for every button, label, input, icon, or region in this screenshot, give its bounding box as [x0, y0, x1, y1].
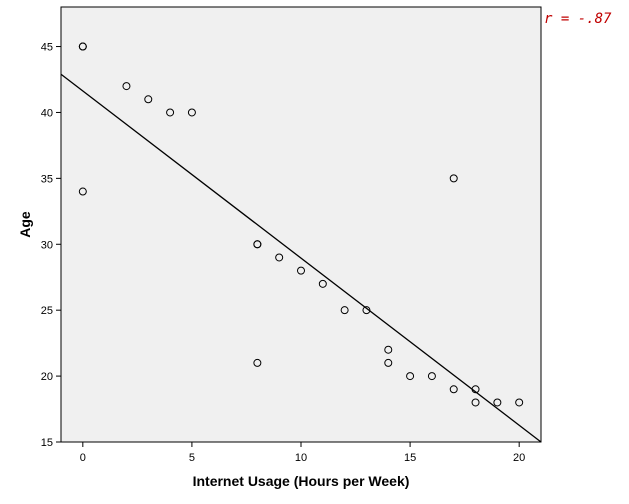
data-point — [515, 398, 524, 407]
plot-area — [60, 6, 542, 443]
data-point — [78, 42, 87, 51]
x-tick-label: 0 — [80, 452, 86, 464]
y-tick-label: 15 — [41, 437, 53, 449]
x-tick-label: 20 — [513, 452, 525, 464]
data-point — [166, 108, 175, 117]
data-point — [297, 266, 305, 275]
data-point — [493, 398, 502, 407]
x-tick-label: 15 — [404, 452, 416, 464]
data-point — [275, 253, 284, 262]
y-tick-label: 20 — [41, 371, 53, 383]
data-point — [144, 95, 153, 104]
y-tick-label: 25 — [41, 305, 53, 317]
data-points — [78, 42, 524, 407]
y-tick-label: 45 — [41, 42, 53, 54]
fit-line — [60, 73, 542, 443]
x-tick-label: 10 — [295, 452, 307, 464]
data-point — [122, 82, 131, 91]
data-point — [384, 358, 393, 367]
data-point — [187, 108, 196, 117]
data-point — [427, 372, 436, 381]
data-point — [449, 174, 458, 183]
data-point — [384, 345, 393, 354]
data-point — [318, 279, 327, 288]
data-point — [340, 306, 349, 315]
data-point — [406, 372, 415, 381]
x-axis-title: Internet Usage (Hours per Week) — [193, 473, 410, 489]
y-axis-title: Age — [17, 211, 33, 238]
x-tick-label: 5 — [189, 452, 195, 464]
data-point — [449, 385, 458, 394]
axis-ticks: 0 5 10 15 20 15 20 25 30 35 40 45 — [41, 42, 526, 464]
correlation-annotation: r = -.87 — [544, 11, 612, 27]
data-point — [253, 240, 262, 249]
y-tick-label: 30 — [41, 239, 53, 251]
data-point — [78, 187, 87, 196]
y-tick-label: 40 — [41, 107, 53, 119]
data-point — [253, 358, 262, 367]
data-point — [471, 398, 480, 407]
y-tick-label: 35 — [41, 173, 53, 185]
